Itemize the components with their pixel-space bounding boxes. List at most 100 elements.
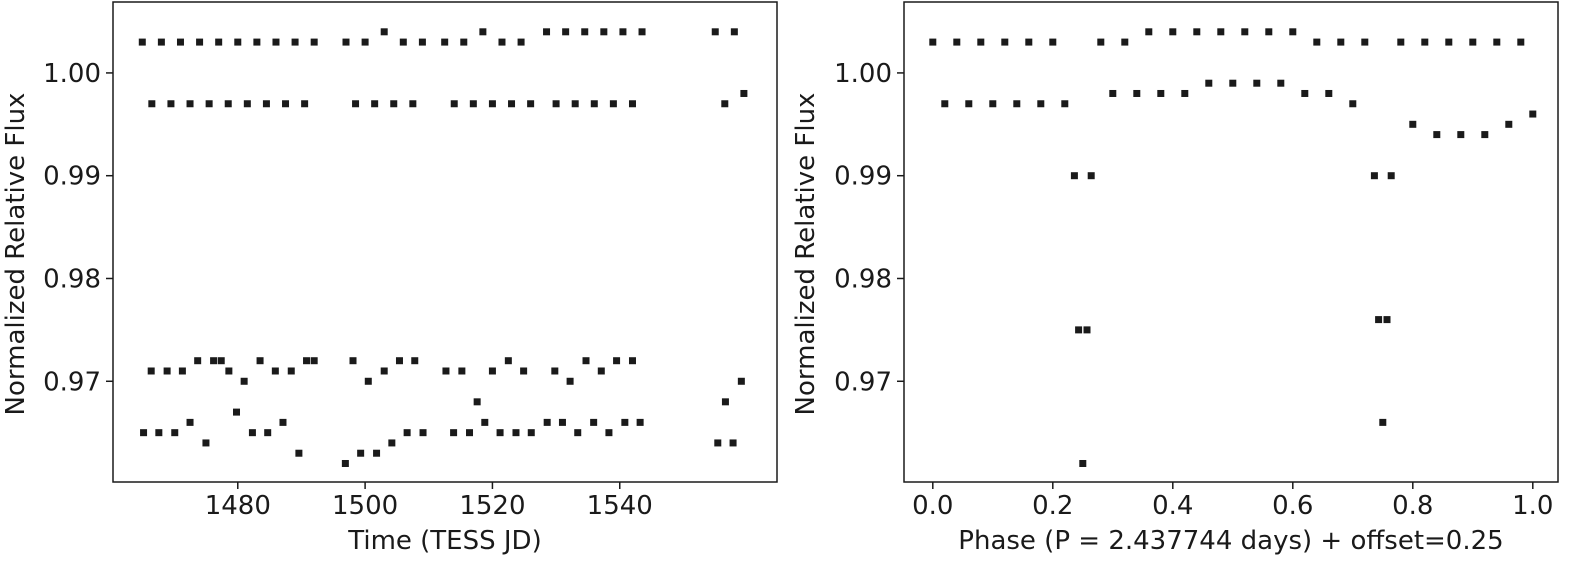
data-point — [508, 100, 516, 108]
data-point — [178, 367, 186, 375]
data-point — [1109, 89, 1117, 97]
data-point — [1169, 28, 1177, 36]
data-point — [1229, 79, 1237, 87]
data-point — [1097, 38, 1105, 46]
data-point — [262, 100, 270, 108]
data-point — [1289, 28, 1297, 36]
data-point — [1083, 326, 1091, 334]
data-point — [390, 100, 398, 108]
data-point — [411, 357, 419, 365]
data-point — [1493, 38, 1501, 46]
data-point — [1145, 28, 1153, 36]
data-point — [740, 89, 748, 97]
x-tick-label: 1520 — [459, 491, 525, 521]
data-point — [597, 367, 605, 375]
data-point — [256, 357, 264, 365]
data-point — [352, 100, 360, 108]
data-point — [566, 377, 574, 385]
data-point — [155, 429, 163, 437]
data-point — [310, 38, 318, 46]
data-point — [442, 367, 450, 375]
data-point — [1241, 28, 1249, 36]
data-point — [282, 100, 290, 108]
plot-frame — [903, 1, 1559, 483]
data-point — [929, 38, 937, 46]
data-point — [157, 38, 165, 46]
data-point — [458, 367, 466, 375]
data-point — [473, 398, 481, 406]
y-tick-label: 0.97 — [834, 367, 892, 397]
plot-frame — [112, 1, 778, 483]
data-point — [1529, 110, 1537, 118]
x-tick-label: 1500 — [332, 491, 398, 521]
data-point — [721, 100, 729, 108]
y-tick-label: 1.00 — [834, 59, 892, 89]
data-point — [481, 418, 489, 426]
data-point — [371, 100, 379, 108]
data-point — [243, 100, 251, 108]
data-point — [1087, 172, 1095, 180]
data-point — [196, 38, 204, 46]
data-point — [450, 100, 458, 108]
data-point — [138, 38, 146, 46]
data-point — [1301, 89, 1309, 97]
data-point — [1517, 38, 1525, 46]
data-point — [450, 429, 458, 437]
data-point — [1265, 28, 1273, 36]
data-point — [1025, 38, 1033, 46]
data-point — [167, 100, 175, 108]
data-point — [479, 28, 487, 36]
x-tick-label: 1540 — [587, 491, 653, 521]
data-point — [512, 429, 520, 437]
data-point — [1397, 38, 1405, 46]
data-point — [714, 439, 722, 447]
data-point — [233, 408, 241, 416]
data-point — [147, 367, 155, 375]
data-point — [272, 38, 280, 46]
data-point — [418, 38, 426, 46]
data-point — [605, 429, 613, 437]
data-point — [527, 429, 535, 437]
data-point — [140, 429, 148, 437]
data-point — [1013, 100, 1021, 108]
data-point — [571, 100, 579, 108]
data-point — [1157, 89, 1165, 97]
data-point — [1075, 326, 1083, 334]
data-point — [628, 100, 636, 108]
data-point — [619, 28, 627, 36]
data-point — [730, 28, 738, 36]
data-point — [543, 28, 551, 36]
data-point — [488, 367, 496, 375]
data-point — [287, 367, 295, 375]
data-point — [301, 100, 309, 108]
data-point — [409, 100, 417, 108]
data-point — [1037, 100, 1045, 108]
data-point — [989, 100, 997, 108]
data-point — [527, 100, 535, 108]
data-point — [590, 100, 598, 108]
data-point — [1193, 28, 1201, 36]
data-point — [711, 28, 719, 36]
y-tick-label: 0.99 — [834, 162, 892, 192]
data-point — [148, 100, 156, 108]
data-point — [1217, 28, 1225, 36]
data-point — [364, 377, 372, 385]
data-point — [1049, 38, 1057, 46]
data-point — [1253, 79, 1261, 87]
data-point — [609, 100, 617, 108]
data-point — [341, 459, 349, 467]
y-tick-label: 0.99 — [43, 162, 101, 192]
data-point — [1409, 120, 1417, 128]
data-point — [303, 357, 311, 365]
data-point — [186, 418, 194, 426]
data-point — [253, 38, 261, 46]
data-point — [1001, 38, 1009, 46]
data-point — [163, 367, 171, 375]
data-point — [1313, 38, 1321, 46]
data-point — [504, 357, 512, 365]
data-point — [380, 28, 388, 36]
data-point — [1121, 38, 1129, 46]
data-point — [1061, 100, 1069, 108]
data-point — [1337, 38, 1345, 46]
data-point — [1079, 459, 1087, 467]
